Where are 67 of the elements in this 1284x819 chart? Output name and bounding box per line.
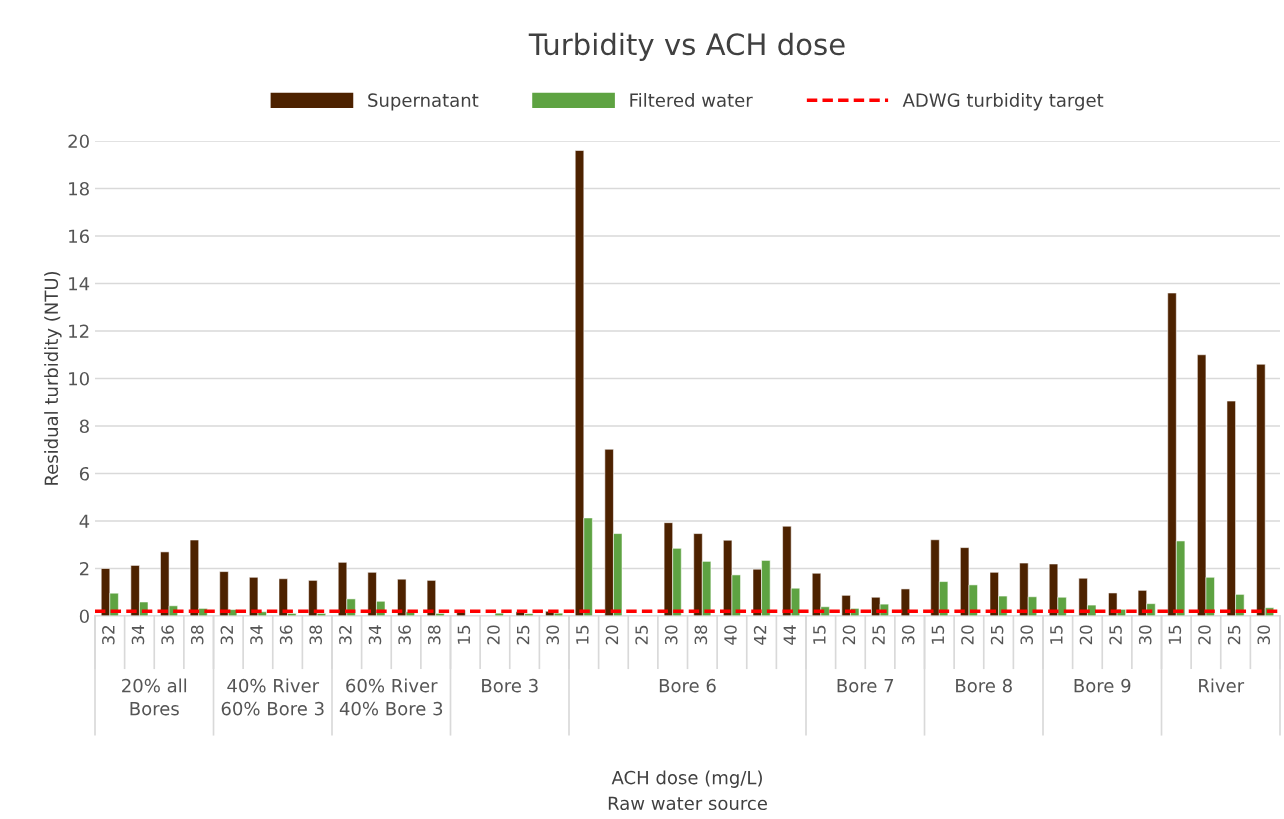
x-tick-label: 38 bbox=[694, 625, 708, 645]
text: Bore 7 bbox=[837, 679, 894, 693]
x-tick-label: 36 bbox=[279, 625, 293, 645]
x-tick-label: 36 bbox=[398, 625, 411, 645]
text: 40% River 60% Bore 3 bbox=[221, 678, 324, 716]
y-tick-label: 14 bbox=[69, 277, 90, 291]
x-tick-label: 38 bbox=[190, 625, 204, 645]
legend-label: Supernatant bbox=[368, 93, 479, 111]
x-tick-label: 30 bbox=[546, 625, 560, 645]
x-tick-label: 42 bbox=[753, 626, 767, 645]
legend-label: ADWG turbidity target bbox=[902, 93, 1104, 111]
x-tick-label: 20 bbox=[1079, 625, 1093, 645]
y-tick-label: 12 bbox=[69, 324, 89, 338]
x-tick-label: 15 bbox=[813, 625, 826, 644]
x-tick-label: 25 bbox=[516, 625, 530, 645]
x-tick-label: 20 bbox=[961, 625, 974, 645]
x-tick-label: 30 bbox=[1138, 625, 1152, 645]
x-tick-label: 25 bbox=[1109, 625, 1122, 645]
x-tick-label: 15 bbox=[1050, 625, 1063, 644]
x-tick-label: 32 bbox=[339, 626, 352, 645]
x-tick-label: 15 bbox=[931, 625, 945, 644]
x-tick-label: 40 bbox=[724, 625, 737, 645]
legend-label: Filtered water bbox=[630, 93, 753, 107]
y-tick-label: 0 bbox=[79, 609, 89, 624]
x-tick-label: 30 bbox=[1257, 625, 1271, 645]
y-tick-label: 2 bbox=[79, 561, 89, 576]
bar bbox=[900, 588, 910, 616]
x-tick-label: 15 bbox=[457, 625, 471, 644]
x-tick-label: 44 bbox=[783, 625, 796, 645]
x-tick-label: 30 bbox=[664, 625, 678, 645]
y-tick-label: 4 bbox=[79, 514, 90, 528]
x-tick-label: 30 bbox=[1020, 625, 1034, 645]
x-tick-label: 20 bbox=[1198, 625, 1211, 645]
x-tick-label: 38 bbox=[427, 625, 441, 645]
text: 60% River 40% Bore 3 bbox=[339, 678, 443, 716]
x-tick-label: 25 bbox=[872, 625, 885, 645]
x-tick-label: 20 bbox=[842, 625, 856, 645]
y-tick-label: 18 bbox=[69, 181, 89, 196]
text: 20% all Bores bbox=[122, 678, 187, 716]
y-tick-label: 20 bbox=[68, 134, 89, 149]
x-tick-label: 30 bbox=[901, 625, 915, 645]
x-tick-label: 25 bbox=[635, 625, 648, 645]
text: Bore 8 bbox=[956, 678, 1012, 693]
y-tick-label: 6 bbox=[79, 466, 89, 481]
y-tick-label: 10 bbox=[69, 371, 89, 386]
y-tick-label: 16 bbox=[69, 229, 89, 244]
x-tick-label: 38 bbox=[309, 625, 323, 645]
text: Bore 3 bbox=[482, 678, 538, 693]
x-tick-label: 32 bbox=[102, 626, 115, 645]
x-tick-label: 25 bbox=[990, 625, 1004, 645]
text: Bore 6 bbox=[659, 678, 716, 693]
x-tick-label: 34 bbox=[250, 625, 263, 645]
x-tick-label: 34 bbox=[131, 625, 145, 645]
text: ACH dose (mg/L) Raw water source bbox=[608, 770, 767, 811]
x-tick-label: 15 bbox=[576, 625, 589, 644]
x-tick-label: 36 bbox=[161, 625, 174, 645]
x-tick-label: 15 bbox=[1168, 625, 1182, 644]
chart-title: Turbidity vs ACH dose bbox=[528, 32, 845, 61]
x-tick-label: 25 bbox=[1227, 625, 1241, 645]
x-tick-label: 32 bbox=[220, 626, 234, 645]
x-tick-label: 20 bbox=[605, 625, 619, 645]
x-tick-label: 34 bbox=[368, 625, 382, 645]
text: River bbox=[1199, 678, 1245, 693]
y-tick-label: 8 bbox=[79, 419, 89, 434]
x-tick-label: 20 bbox=[487, 625, 500, 645]
text: Bore 9 bbox=[1074, 678, 1131, 693]
y-axis-title: Residual turbidity (NTU) bbox=[44, 271, 62, 485]
